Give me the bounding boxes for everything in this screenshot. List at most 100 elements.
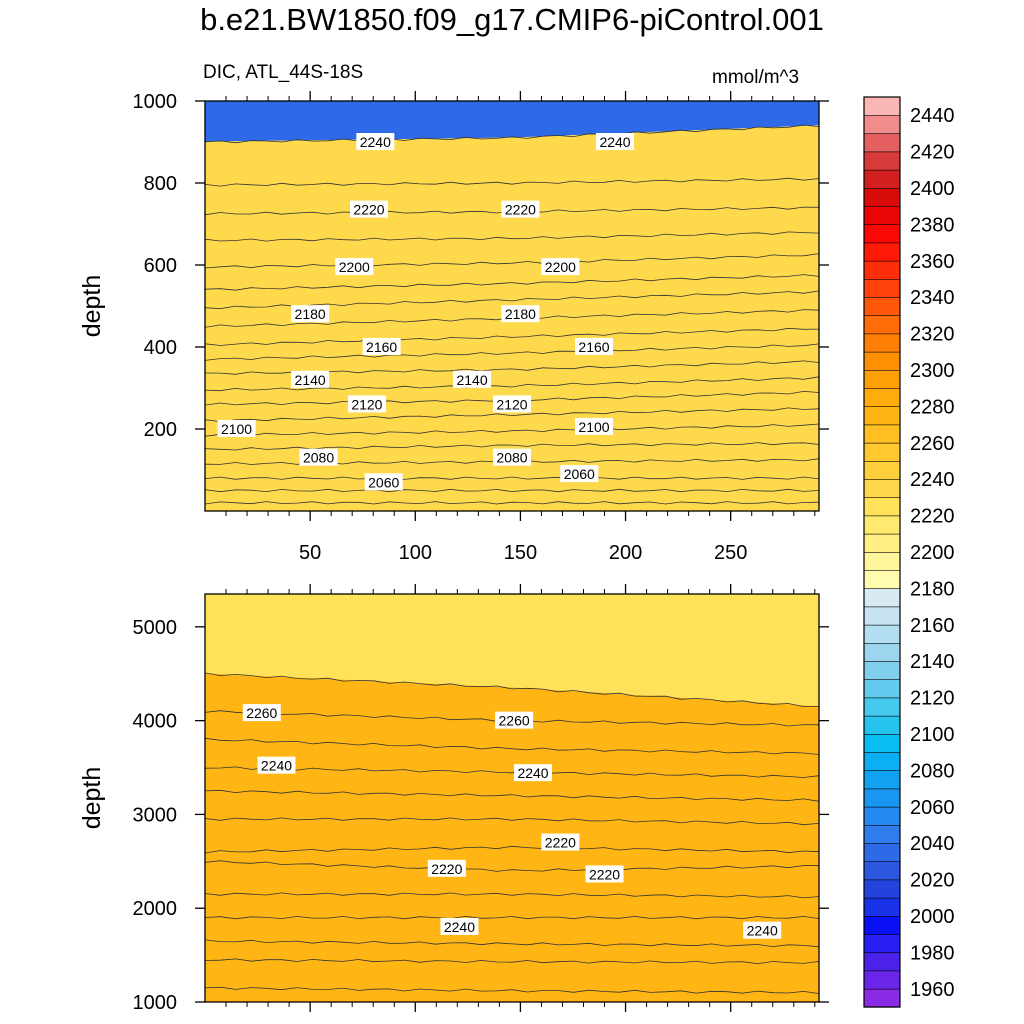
contour-label-box [560,465,599,483]
upper-axis-ticks: 200 400 600 800 1000 50 100 150 200 250 [133,91,829,564]
contour-label-box [596,133,635,150]
contour-label-text: 2160 [366,339,397,355]
colorbar-swatch [863,933,901,954]
colorbar-swatch [863,169,901,189]
x-tick-label: 150 [504,542,537,564]
contour-label-box [347,395,386,413]
colorbar-swatch [863,606,901,626]
y-tick-label: 200 [144,419,177,441]
colorbar-label: 2160 [910,615,955,637]
colorbar-swatch [863,588,901,608]
contour-line [205,407,819,423]
contour-label-text: 2080 [303,450,334,466]
colorbar-swatch [863,551,901,571]
contour-label-text: 2200 [545,259,576,275]
contour-label-text: 2180 [505,306,536,322]
colorbar-swatch [863,824,901,844]
colorbar: 1960 1980 2000 2020 2040 2060 2080 2100 2120 2140… [863,96,955,1008]
colorbar-label: 2100 [910,724,955,746]
lower-contour-lines [205,672,819,994]
units-label: mmol/m^3 [712,67,800,88]
y-tick-label: 3000 [133,804,178,826]
colorbar-swatch [863,842,901,863]
colorbar-label: 2080 [910,760,955,782]
colorbar-label: 2120 [910,688,955,710]
colorbar-label: 2140 [910,651,955,673]
contour-line [205,177,819,187]
contour-line [205,817,819,826]
colorbar-swatch [863,296,901,317]
y-tick-label: 2000 [133,898,178,920]
lower-plot-frame [204,593,820,1003]
contour-label-box [501,305,540,323]
contour-line [205,892,819,899]
contour-label-text: 2240 [360,134,391,150]
colorbar-swatch [863,897,901,917]
y-tick-label: 1000 [133,992,178,1014]
contour-label-box [291,370,330,388]
contour-label-text: 2120 [496,396,527,412]
contour-line [205,274,819,291]
contour-label: 2260 [495,711,534,729]
contour-label-box [427,859,466,877]
contour-line [205,327,819,346]
y-tick-label: 600 [144,255,177,277]
colorbar-swatch [863,133,901,153]
colorbar-label: 2320 [910,324,955,346]
contour-label-text: 2240 [444,919,475,935]
contour-label: 2140 [453,370,492,388]
contour-label-text: 2240 [517,765,548,781]
contour-line [205,789,819,802]
colorbar-swatch [863,478,901,499]
contour-line [205,376,819,392]
colorbar-swatch [863,333,901,353]
contour-label-box [514,764,553,782]
colorbar-swatch [863,915,901,935]
colorbar-swatch [863,679,901,699]
contour-label-text: 2220 [431,861,462,877]
contour-label-text: 2240 [261,758,292,774]
contour-label-text: 2260 [499,713,530,729]
contour-label: 2180 [501,305,540,323]
colorbar-label: 1980 [910,942,955,964]
contour-fill-band [205,673,819,1002]
colorbar-swatch [863,260,901,280]
colorbar-label: 2020 [910,870,955,892]
colorbar-swatch [863,624,901,644]
contour-label-box [362,338,401,355]
contour-label-box [299,448,338,466]
contour-label: 2220 [541,833,580,851]
contour-label: 2080 [493,448,531,466]
colorbar-swatch [863,970,901,990]
contour-label-box [335,258,374,276]
contour-label-text: 2060 [368,474,399,490]
contour-line [205,442,819,451]
contour-label: 2240 [596,133,635,150]
colorbar-swatch [863,406,901,426]
colorbar-label: 2000 [910,906,955,928]
contour-label-text: 2220 [353,202,384,218]
colorbar-label: 2340 [910,287,955,309]
contour-label: 2160 [575,338,614,355]
colorbar-label: 2040 [910,833,955,855]
contour-label: 2060 [560,465,599,483]
contour-label-box [575,417,614,435]
contour-label-text: 2140 [295,372,326,388]
contour-line [205,343,819,361]
colorbar-label: 2360 [910,251,955,273]
figure-title: b.e21.BW1850.f09_g17.CMIP6-piControl.001 [200,2,824,37]
contour-label: 2240 [743,921,782,939]
colorbar-swatch [863,788,901,808]
contour-label-box [440,917,479,935]
contour-line [205,845,819,854]
contour-label: 2200 [335,258,374,276]
colorbar-label: 2220 [910,506,955,528]
contour-label-box [541,833,580,851]
contour-line [205,488,819,493]
contour-line [205,737,819,755]
contour-label: 2260 [242,704,281,722]
colorbar-label: 2180 [910,578,955,600]
y-tick-label: 400 [144,337,177,359]
